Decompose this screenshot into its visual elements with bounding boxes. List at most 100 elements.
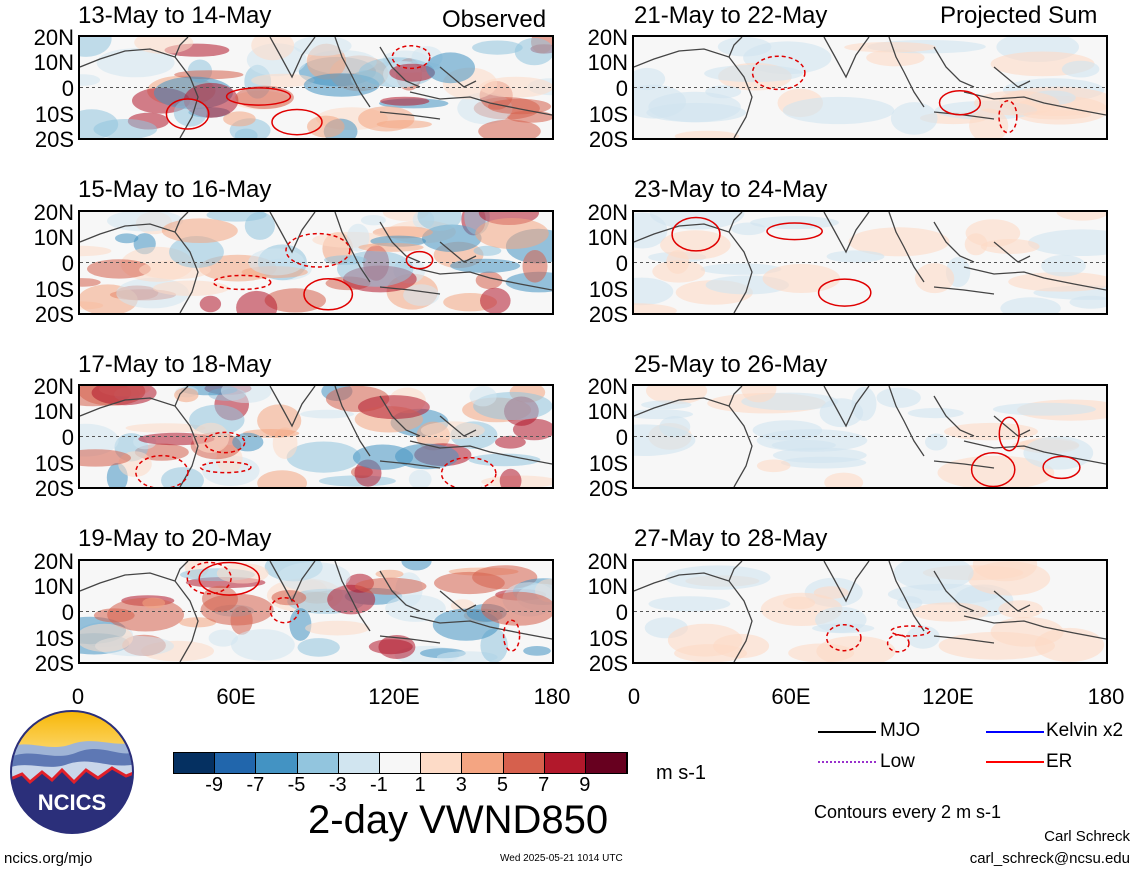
wind-anomaly-shading xyxy=(408,469,432,487)
wind-anomaly-shading xyxy=(649,212,745,230)
coastline xyxy=(174,212,189,233)
wind-anomaly-shading xyxy=(450,258,521,273)
main-title: 2-day VWND850 xyxy=(308,798,609,842)
wind-anomaly-shading xyxy=(432,608,500,641)
wind-anomaly-shading xyxy=(992,402,1096,416)
er-contour xyxy=(225,87,292,106)
wind-anomaly-shading xyxy=(824,472,864,487)
coastline xyxy=(933,221,975,263)
wind-anomaly-shading xyxy=(351,70,384,89)
observed-label: Observed xyxy=(442,6,547,33)
coastline xyxy=(993,590,1031,612)
er-line-swatch xyxy=(986,761,1044,763)
coastline xyxy=(334,212,371,283)
er-contour xyxy=(212,274,272,291)
wind-anomaly-shading xyxy=(1000,297,1061,313)
wind-anomaly-shading xyxy=(80,623,134,652)
x-tick-label: 60E xyxy=(771,684,811,709)
wind-anomaly-shading xyxy=(286,441,361,473)
wind-anomaly-shading xyxy=(893,561,974,591)
coastline xyxy=(379,570,421,612)
x-tick-label: 180 xyxy=(533,684,571,709)
coastline xyxy=(933,46,975,88)
kelvin-line-swatch xyxy=(986,731,1044,733)
legend-er: ER xyxy=(1046,751,1073,772)
coastline xyxy=(963,615,1106,640)
wind-anomaly-shading xyxy=(93,119,158,138)
colorbar-swatch xyxy=(256,753,298,773)
wind-anomaly-shading xyxy=(360,215,386,226)
wind-anomaly-shading xyxy=(1041,254,1086,277)
colorbar-tick-label: -1 xyxy=(370,774,388,796)
wind-anomaly-shading xyxy=(307,115,345,138)
wind-anomaly-shading xyxy=(300,409,354,419)
map-panel-proj-3 xyxy=(632,384,1108,489)
wind-anomaly-shading xyxy=(174,387,199,403)
y-tick-label: 20S xyxy=(588,302,628,327)
colorbar-tick-label: -9 xyxy=(205,774,224,796)
projected-sum-label: Projected Sum xyxy=(940,2,1098,29)
wind-anomaly-shading xyxy=(1069,295,1106,309)
coastline xyxy=(379,46,421,88)
colorbar-swatch xyxy=(174,753,216,773)
colorbar-swatch xyxy=(215,753,257,773)
coastline xyxy=(728,37,743,58)
legend-mjo: MJO xyxy=(880,720,921,741)
y-tick-label: 10N xyxy=(587,50,628,75)
wind-anomaly-shading xyxy=(772,447,867,463)
colorbar-swatch xyxy=(503,753,545,773)
wind-anomaly-shading xyxy=(234,128,258,138)
colorbar-tick-label: 9 xyxy=(579,774,591,796)
wind-anomaly-shading xyxy=(87,259,151,279)
coastline xyxy=(933,395,975,437)
wind-anomaly-shading xyxy=(826,250,885,263)
x-tick-label: 0 xyxy=(627,684,641,709)
footer-url[interactable]: ncics.org/mjo xyxy=(4,850,93,867)
coastline xyxy=(409,615,552,640)
colorbar-tick-label: 1 xyxy=(414,774,426,796)
wind-anomaly-shading xyxy=(659,416,691,438)
wind-anomaly-shading xyxy=(368,639,413,655)
panel-title: 23-May to 24-May xyxy=(634,176,828,203)
er-contour xyxy=(825,623,862,652)
coastline xyxy=(334,37,371,108)
y-tick-label: 20N xyxy=(33,25,74,50)
panel-title: 15-May to 16-May xyxy=(78,176,272,203)
wind-anomaly-shading xyxy=(478,119,541,138)
ncics-logo: NCICS xyxy=(8,708,136,836)
panel-title: 25-May to 26-May xyxy=(634,351,828,378)
wind-anomaly-shading xyxy=(354,577,427,595)
coastline xyxy=(334,386,371,457)
coastline xyxy=(269,561,316,603)
wind-anomaly-shading xyxy=(990,617,1064,647)
wind-anomaly-shading xyxy=(80,74,101,86)
colorbar-tick-label: -3 xyxy=(328,774,347,796)
wind-anomaly-shading xyxy=(1061,60,1100,78)
footer-email[interactable]: carl_schreck@ncsu.edu xyxy=(969,850,1130,867)
er-contour xyxy=(199,461,252,474)
wind-anomaly-shading xyxy=(352,444,414,470)
er-contour xyxy=(671,216,721,252)
panel-title: 13-May to 14-May xyxy=(78,2,272,29)
mjo-line-swatch xyxy=(818,731,876,733)
coastline xyxy=(379,111,441,120)
wind-anomaly-shading xyxy=(257,404,302,437)
wind-anomaly-shading xyxy=(403,284,440,306)
coastline xyxy=(823,212,870,254)
colorbar-swatch xyxy=(297,753,339,773)
wind-anomaly-shading xyxy=(704,64,804,83)
wind-anomaly-shading xyxy=(652,260,706,283)
wind-anomaly-shading xyxy=(251,37,295,61)
coastline xyxy=(993,241,1031,263)
wind-anomaly-shading xyxy=(96,48,175,78)
y-tick-label: 20N xyxy=(587,200,628,225)
coastline xyxy=(933,570,975,612)
colorbar-swatch xyxy=(421,753,463,773)
er-contour xyxy=(938,89,982,116)
er-contour xyxy=(751,55,806,91)
er-contour xyxy=(285,232,351,268)
legend-kelvin: Kelvin x2 xyxy=(1046,720,1124,741)
wind-anomaly-shading xyxy=(468,453,541,467)
er-contour xyxy=(440,456,497,487)
wind-anomaly-shading xyxy=(523,646,551,656)
